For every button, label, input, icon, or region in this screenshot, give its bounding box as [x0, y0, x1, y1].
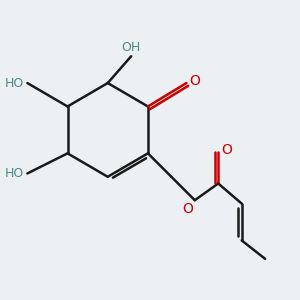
Text: HO: HO	[5, 167, 24, 180]
Text: O: O	[182, 202, 193, 216]
Text: O: O	[222, 143, 232, 157]
Text: OH: OH	[122, 40, 141, 54]
Text: O: O	[189, 74, 200, 88]
Text: HO: HO	[5, 76, 24, 89]
